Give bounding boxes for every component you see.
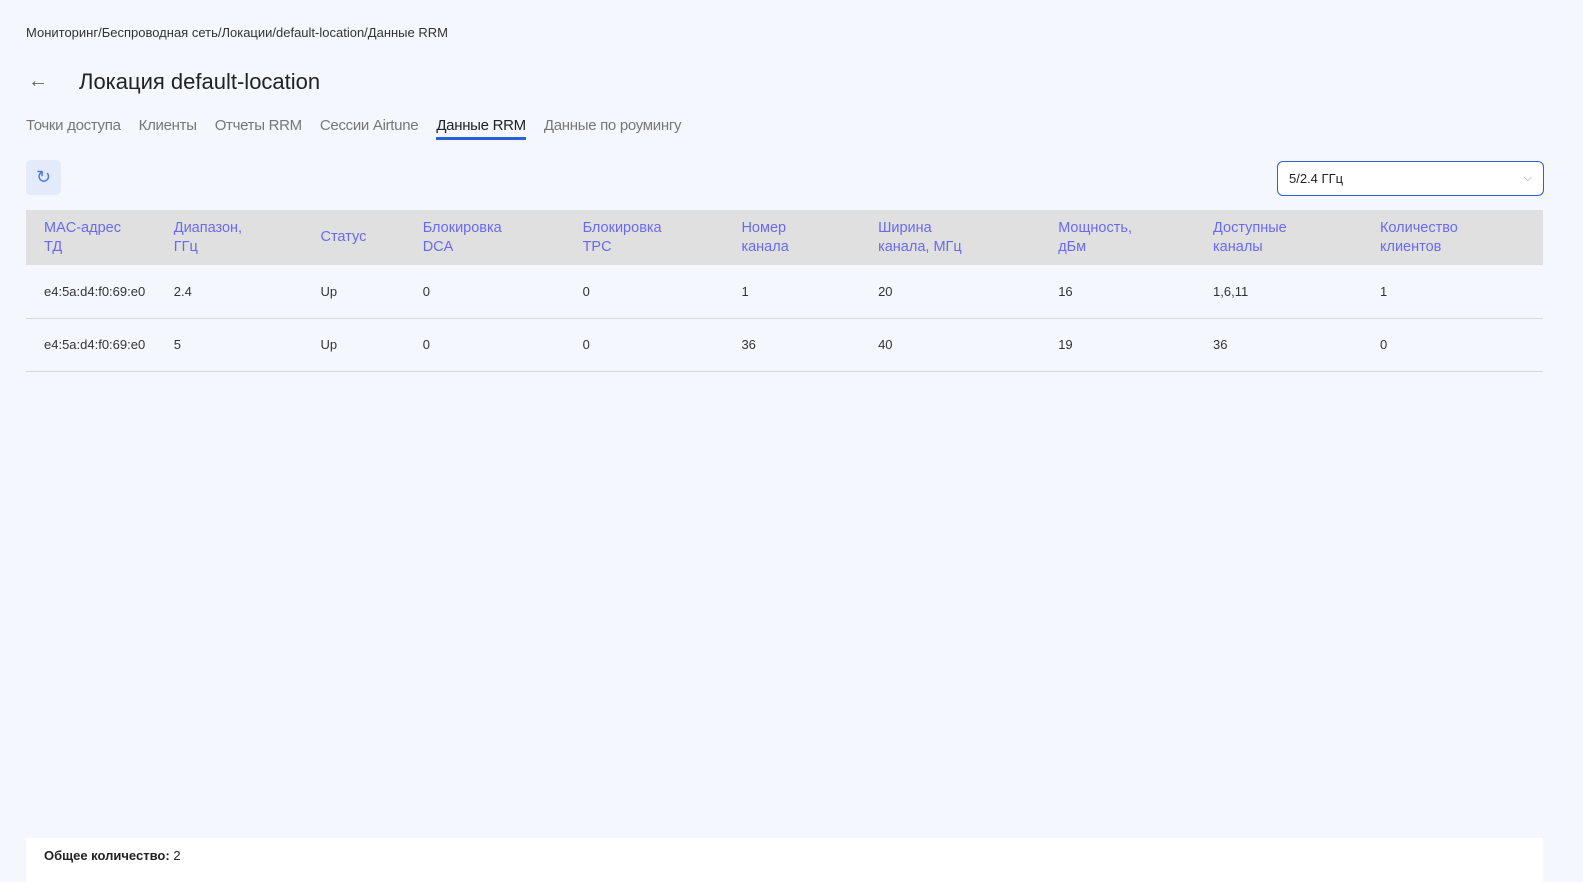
- column-header-text: DCA: [422, 238, 454, 255]
- table-cell: 1: [1379, 265, 1543, 319]
- column-header-text: дБм: [1058, 238, 1087, 255]
- table-cell: 5: [173, 318, 321, 372]
- table-row[interactable]: e4:5a:d4:f0:69:e0 2.4 Up 0 0 1 20 16 1,6,11 1: [26, 265, 1543, 319]
- column-header-text: Ширина: [878, 219, 932, 236]
- column-header-text: Количество: [1379, 219, 1458, 236]
- table-cell: 0: [582, 318, 742, 372]
- column-header[interactable]: Блокировка TPC: [582, 210, 742, 265]
- table-cell: 0: [422, 318, 583, 372]
- total-count-label: Общее количество:: [44, 848, 170, 863]
- column-header-text: Доступные: [1213, 219, 1287, 236]
- column-header[interactable]: Доступные каналы: [1213, 210, 1380, 265]
- tab-rrm-data[interactable]: Данные RRM: [436, 117, 526, 140]
- refresh-button[interactable]: ↻: [26, 160, 61, 195]
- column-header-text: Блокировка: [582, 219, 662, 236]
- total-count-value: 2: [173, 848, 181, 863]
- tab-access-points[interactable]: Точки доступа: [26, 117, 121, 134]
- column-header-text: ТД: [44, 238, 63, 255]
- table-cell: 0: [422, 265, 583, 319]
- rrm-table: MAC-адрес ТД Диапазон, ГГц Статус Блокировка D…: [26, 210, 1543, 372]
- column-header[interactable]: Статус: [320, 210, 423, 265]
- table-cell: Up: [320, 318, 423, 372]
- column-header[interactable]: Номер канала: [741, 210, 879, 265]
- column-header-text: Диапазон,: [173, 219, 243, 236]
- tab-rrm-reports[interactable]: Отчеты RRM: [214, 117, 302, 134]
- table-cell: 36: [741, 318, 879, 372]
- table-cell: 0: [1379, 318, 1543, 372]
- table-cell: 16: [1058, 265, 1214, 319]
- table-cell: 40: [878, 318, 1059, 372]
- column-header-text: Статус: [320, 229, 367, 245]
- column-header-text: канала, МГц: [878, 238, 962, 255]
- table-cell: e4:5a:d4:f0:69:e0: [26, 318, 174, 372]
- tab-clients[interactable]: Клиенты: [138, 117, 197, 134]
- band-select[interactable]: 5/2.4 ГГц ⌵: [1277, 161, 1544, 196]
- table-cell: 20: [878, 265, 1059, 319]
- tab-roaming-data[interactable]: Данные по роумингу: [543, 117, 682, 134]
- band-select-value: 5/2.4 ГГц: [1289, 171, 1344, 186]
- column-header-text: Блокировка: [422, 219, 502, 236]
- column-header-text: канала: [741, 238, 789, 255]
- tabs: Точки доступа Клиенты Отчеты RRM Сессии …: [26, 117, 682, 140]
- table-cell: 36: [1213, 318, 1380, 372]
- table-cell: 2.4: [173, 265, 321, 319]
- column-header-text: MAC-адрес: [44, 219, 121, 236]
- chevron-down-icon: ⌵: [1523, 172, 1532, 184]
- table-cell: Up: [320, 265, 423, 319]
- column-header[interactable]: Мощность, дБм: [1058, 210, 1214, 265]
- column-header-text: Номер: [741, 219, 787, 236]
- column-header-text: клиентов: [1379, 238, 1442, 255]
- page-title: Локация default-location: [79, 69, 321, 94]
- column-header-text: Мощность,: [1058, 219, 1132, 236]
- column-header[interactable]: MAC-адрес ТД: [26, 210, 174, 265]
- table-cell: 1: [741, 265, 879, 319]
- table-cell: 19: [1058, 318, 1214, 372]
- column-header[interactable]: Количество клиентов: [1379, 210, 1543, 265]
- column-header-text: ГГц: [173, 238, 198, 255]
- column-header-text: TPC: [582, 238, 612, 255]
- column-header-text: каналы: [1213, 238, 1263, 255]
- back-arrow-icon[interactable]: ←: [28, 70, 48, 92]
- table-cell: 1,6,11: [1213, 265, 1380, 319]
- refresh-icon: ↻: [35, 167, 52, 187]
- breadcrumb: Мониторинг/Беспроводная сеть/Локации/def…: [26, 25, 448, 40]
- table-cell: e4:5a:d4:f0:69:e0: [26, 265, 174, 319]
- table-row[interactable]: e4:5a:d4:f0:69:e0 5 Up 0 0 36 40 19 36 0: [26, 318, 1543, 372]
- column-header[interactable]: Ширина канала, МГц: [878, 210, 1059, 265]
- tab-airtune-sessions[interactable]: Сессии Airtune: [319, 117, 419, 134]
- column-header[interactable]: Диапазон, ГГц: [173, 210, 321, 265]
- total-count: Общее количество: 2: [26, 838, 1543, 882]
- column-header[interactable]: Блокировка DCA: [422, 210, 583, 265]
- table-cell: 0: [582, 265, 742, 319]
